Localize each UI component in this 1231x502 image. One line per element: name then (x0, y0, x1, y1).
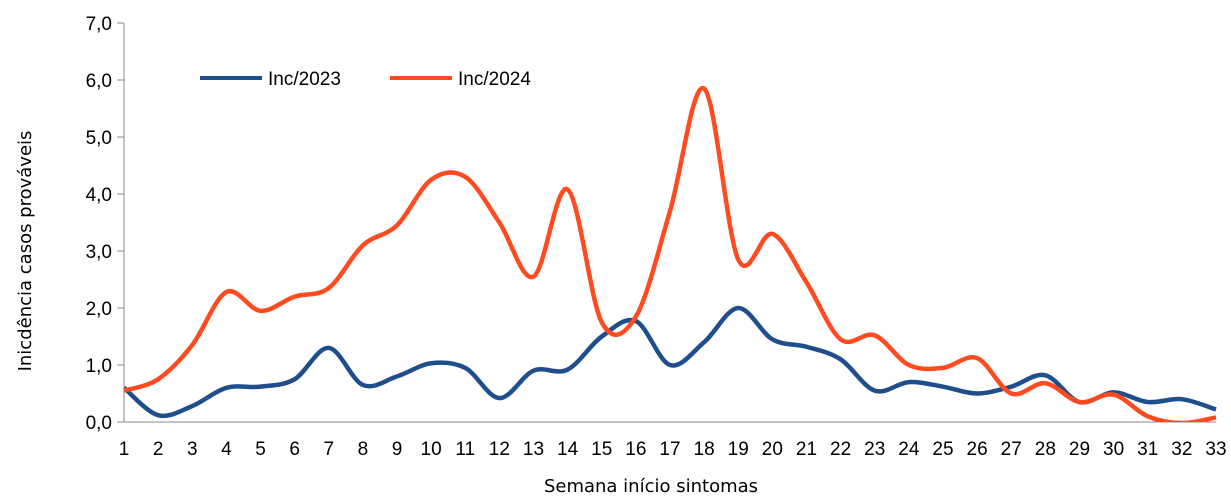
x-tick-label: 13 (523, 439, 544, 460)
x-tick-label: 8 (358, 439, 369, 460)
series-lines (124, 86, 1217, 422)
x-tick-label: 16 (625, 439, 646, 460)
x-tick-label: 32 (1171, 439, 1192, 460)
y-tick-labels: 0,0 1,0 2,0 3,0 4,0 5,0 6,0 7,0 (86, 14, 124, 434)
x-tick-label: 27 (1001, 439, 1022, 460)
series-line-inc-2024 (124, 86, 1217, 422)
x-tick-label: 17 (659, 439, 680, 460)
series-line-inc-2023 (124, 305, 1217, 419)
y-axis-title: Inicdência casos prováveis (15, 131, 36, 372)
x-tick-label: 5 (255, 439, 266, 460)
y-tick-label: 1,0 (86, 356, 112, 377)
x-tick-label: 11 (455, 439, 475, 460)
x-tick-label: 24 (898, 439, 920, 460)
x-tick-label: 19 (728, 439, 749, 460)
y-tick-label: 4,0 (86, 185, 112, 206)
y-tick-label: 5,0 (86, 128, 112, 149)
x-tick-label: 14 (557, 439, 579, 460)
y-tick-label: 0,0 (86, 413, 112, 434)
y-tick-label: 2,0 (86, 299, 112, 320)
x-tick-label: 10 (421, 439, 442, 460)
x-tick-label: 6 (289, 439, 300, 460)
x-tick-label: 20 (762, 439, 783, 460)
x-tick-label: 22 (830, 439, 851, 460)
x-tick-labels: 1 2 3 4 5 6 7 8 9 10 11 12 13 14 15 16 17 18 19 20 21 22 23 24 2… (119, 439, 1227, 460)
x-tick-label: 29 (1069, 439, 1090, 460)
legend-label-inc-2024: Inc/2024 (458, 69, 531, 90)
x-tick-label: 9 (392, 439, 403, 460)
x-tick-label: 28 (1035, 439, 1056, 460)
x-tick-label: 21 (796, 439, 817, 460)
y-tick-label: 6,0 (86, 71, 112, 92)
x-tick-label: 1 (119, 439, 130, 460)
x-tick-label: 25 (932, 439, 953, 460)
x-axis-title: Semana início sintomas (544, 476, 758, 497)
x-tick-label: 33 (1205, 439, 1226, 460)
x-tick-label: 23 (864, 439, 885, 460)
x-tick-label: 12 (489, 439, 510, 460)
x-tick-label: 4 (221, 439, 232, 460)
legend-label-inc-2023: Inc/2023 (268, 69, 341, 90)
x-tick-label: 30 (1103, 439, 1124, 460)
y-tick-label: 3,0 (86, 242, 112, 263)
x-tick-label: 3 (187, 439, 198, 460)
x-tick-label: 2 (153, 439, 164, 460)
legend: Inc/2023 Inc/2024 (200, 69, 531, 90)
x-tick-label: 15 (591, 439, 612, 460)
y-tick-label: 7,0 (86, 14, 112, 35)
x-tick-label: 31 (1137, 439, 1158, 460)
x-tick-label: 26 (967, 439, 988, 460)
x-tick-label: 7 (323, 439, 334, 460)
x-tick-label: 18 (694, 439, 715, 460)
